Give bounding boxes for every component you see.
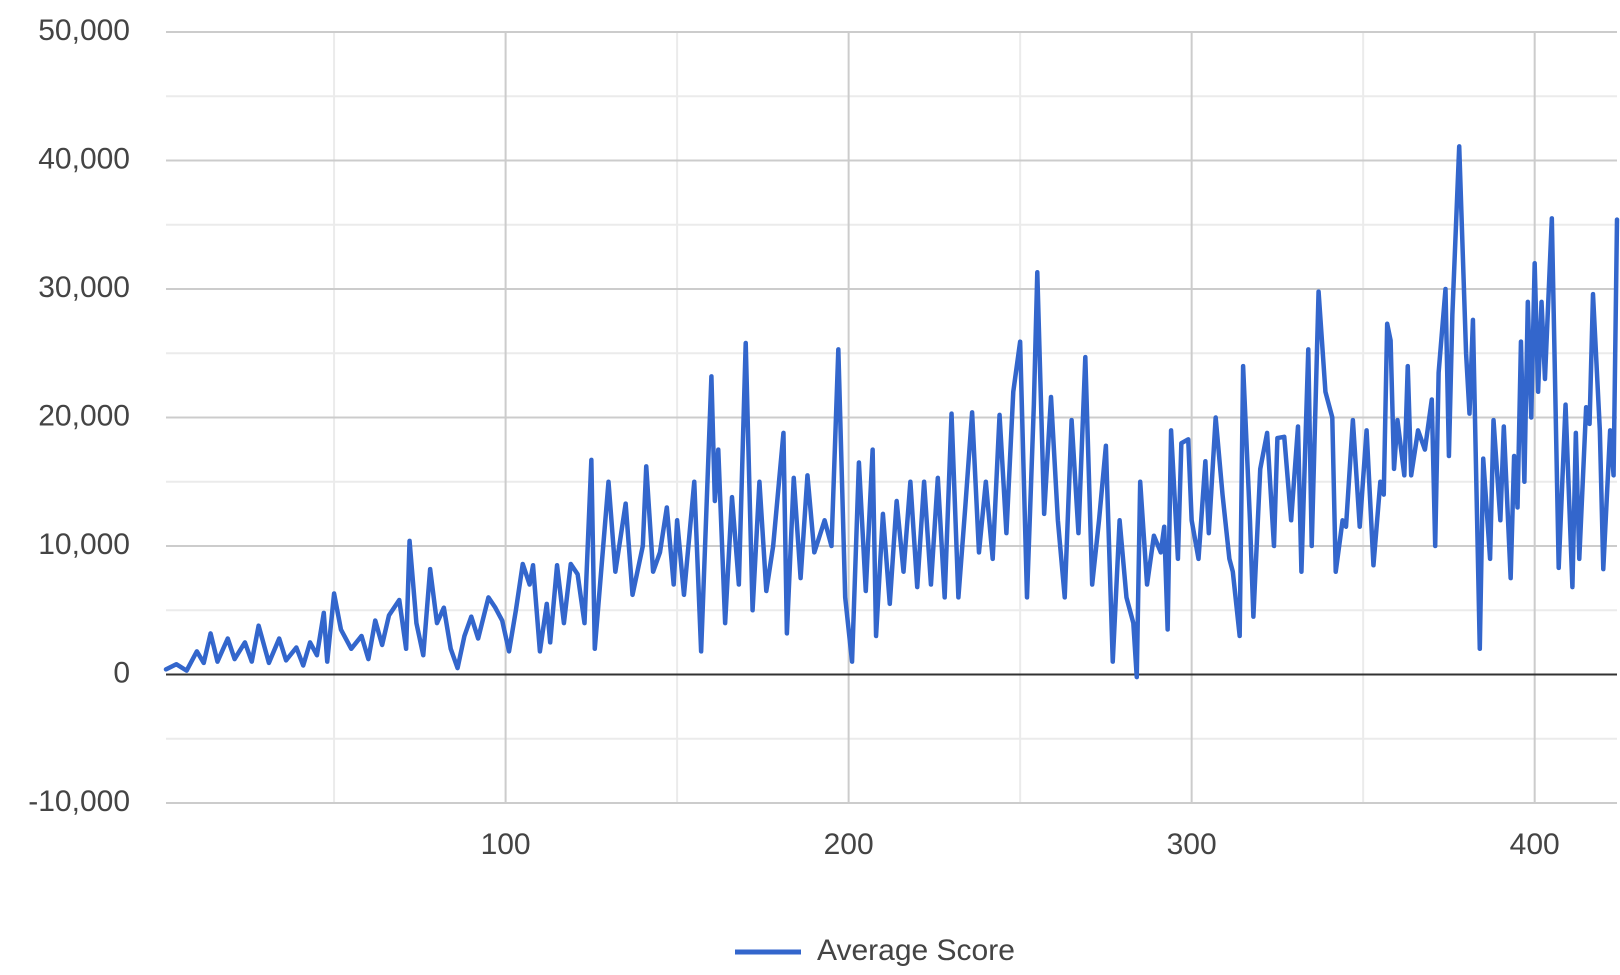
x-tick-label: 100 bbox=[481, 828, 531, 861]
y-tick-label: 20,000 bbox=[38, 399, 130, 432]
x-tick-label: 400 bbox=[1510, 828, 1560, 861]
data-line bbox=[163, 144, 1620, 680]
axes: -10,000 0 10,000 20,000 30,000 40,000 50,000 10… bbox=[28, 14, 1617, 861]
x-tick-label: 200 bbox=[824, 828, 874, 861]
y-tick-label: -10,000 bbox=[28, 785, 130, 818]
y-tick-label: 30,000 bbox=[38, 271, 130, 304]
grid bbox=[166, 31, 1617, 804]
legend: Average Score bbox=[735, 934, 1015, 967]
legend-label: Average Score bbox=[817, 934, 1015, 967]
y-tick-label: 50,000 bbox=[38, 14, 130, 47]
y-tick-label: 40,000 bbox=[38, 142, 130, 175]
y-tick-label: 0 bbox=[113, 656, 130, 689]
x-tick-label: 300 bbox=[1167, 828, 1217, 861]
y-tick-label: 10,000 bbox=[38, 528, 130, 561]
marks bbox=[163, 144, 1620, 680]
